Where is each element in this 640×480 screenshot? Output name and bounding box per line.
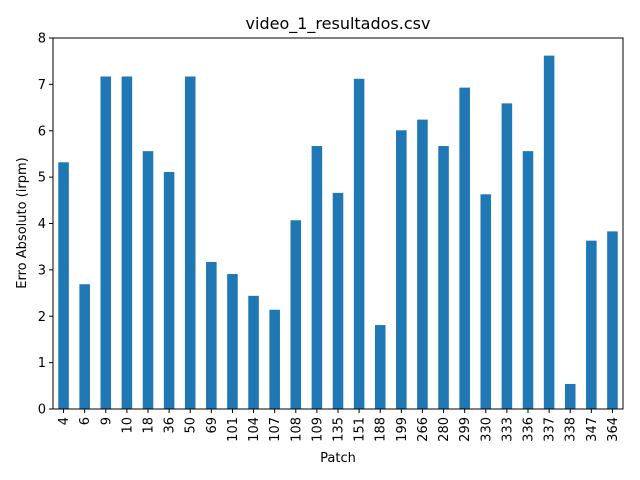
x-tick-label-337: 337 xyxy=(543,417,558,442)
y-tick-label-5: 5 xyxy=(38,171,46,186)
bar-336 xyxy=(522,151,534,409)
plot-frame xyxy=(52,37,624,410)
bar-151 xyxy=(353,78,365,409)
x-tick-label-18: 18 xyxy=(142,417,157,434)
bar-188 xyxy=(374,325,386,409)
x-tick-label-108: 108 xyxy=(289,417,304,442)
x-axis: 4 6 9 10 18 36 50 69 101 104 107 108 109 135 151 188 199… xyxy=(57,409,621,442)
y-tick-label-1: 1 xyxy=(38,356,46,371)
bar-50 xyxy=(184,76,196,410)
x-tick-label-336: 336 xyxy=(522,417,537,442)
bar-330 xyxy=(480,194,492,409)
x-tick-label-4: 4 xyxy=(57,417,72,425)
y-tick-label-6: 6 xyxy=(38,124,46,139)
x-tick-label-109: 109 xyxy=(310,417,325,442)
x-tick-label-330: 330 xyxy=(479,417,494,442)
bar-108 xyxy=(290,220,302,409)
x-tick-label-107: 107 xyxy=(268,417,283,442)
bars-group xyxy=(58,55,618,410)
y-axis: 0 1 2 3 4 5 6 7 8 xyxy=(38,32,53,418)
bar-364 xyxy=(607,231,618,409)
x-tick-label-266: 266 xyxy=(416,417,431,442)
bar-107 xyxy=(269,309,280,409)
x-tick-label-10: 10 xyxy=(120,417,135,434)
bar-347 xyxy=(586,240,597,409)
x-tick-label-104: 104 xyxy=(247,417,262,442)
y-tick-label-2: 2 xyxy=(38,310,46,325)
bar-135 xyxy=(332,192,344,409)
x-tick-label-188: 188 xyxy=(374,417,389,442)
x-tick-label-280: 280 xyxy=(437,417,452,442)
x-tick-label-6: 6 xyxy=(78,417,93,425)
y-tick-label-7: 7 xyxy=(38,78,46,93)
x-axis-label: Patch xyxy=(320,451,356,466)
x-tick-label-9: 9 xyxy=(99,417,114,425)
bar-199 xyxy=(396,130,407,409)
x-tick-label-69: 69 xyxy=(205,417,220,434)
x-tick-label-333: 333 xyxy=(500,417,515,442)
bar-266 xyxy=(417,119,428,410)
y-tick-label-4: 4 xyxy=(38,217,46,232)
x-tick-label-338: 338 xyxy=(564,417,579,442)
bar-36 xyxy=(163,172,175,409)
x-tick-label-199: 199 xyxy=(395,417,410,442)
bar-18 xyxy=(142,151,154,409)
bar-4 xyxy=(58,162,69,409)
bar-6 xyxy=(79,284,90,409)
y-axis-label: Erro Absoluto (irpm) xyxy=(15,157,30,288)
x-tick-label-36: 36 xyxy=(163,417,178,434)
x-tick-label-299: 299 xyxy=(458,417,473,442)
x-tick-label-135: 135 xyxy=(332,417,347,442)
bar-104 xyxy=(248,295,259,409)
bar-9 xyxy=(100,76,112,410)
bar-338 xyxy=(564,383,576,409)
x-tick-label-101: 101 xyxy=(226,417,241,442)
y-tick-label-8: 8 xyxy=(38,32,46,47)
x-tick-label-364: 364 xyxy=(606,417,621,442)
bar-109 xyxy=(311,146,323,409)
bar-333 xyxy=(501,103,513,410)
x-tick-label-151: 151 xyxy=(353,417,368,442)
y-tick-label-0: 0 xyxy=(38,403,46,418)
bar-337 xyxy=(543,55,555,410)
bar-101 xyxy=(227,274,238,409)
y-tick-label-3: 3 xyxy=(38,263,46,278)
bar-10 xyxy=(121,76,133,410)
bar-69 xyxy=(206,261,217,409)
bar-280 xyxy=(438,146,449,409)
x-tick-label-347: 347 xyxy=(585,417,600,442)
chart-title: video_1_resultados.csv xyxy=(246,14,431,34)
bar-299 xyxy=(459,87,470,409)
x-tick-label-50: 50 xyxy=(184,417,199,434)
